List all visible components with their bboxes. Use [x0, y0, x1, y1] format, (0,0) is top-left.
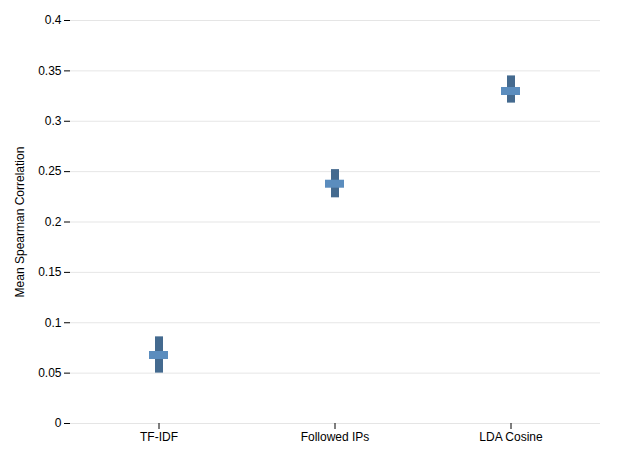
svg-text:0.35: 0.35 — [38, 64, 62, 78]
svg-text:0.05: 0.05 — [38, 366, 62, 380]
svg-text:0.25: 0.25 — [38, 164, 62, 178]
svg-text:0.1: 0.1 — [45, 316, 62, 330]
svg-text:0.2: 0.2 — [45, 215, 62, 229]
svg-text:0.4: 0.4 — [45, 13, 62, 27]
svg-text:Followed IPs: Followed IPs — [301, 430, 370, 444]
svg-text:0.15: 0.15 — [38, 265, 62, 279]
svg-text:LDA Cosine: LDA Cosine — [479, 430, 543, 444]
svg-text:0: 0 — [55, 416, 62, 430]
svg-text:Mean Spearman Correlation: Mean Spearman Correlation — [13, 147, 27, 298]
svg-text:TF-IDF: TF-IDF — [140, 430, 178, 444]
svg-text:0.3: 0.3 — [45, 114, 62, 128]
